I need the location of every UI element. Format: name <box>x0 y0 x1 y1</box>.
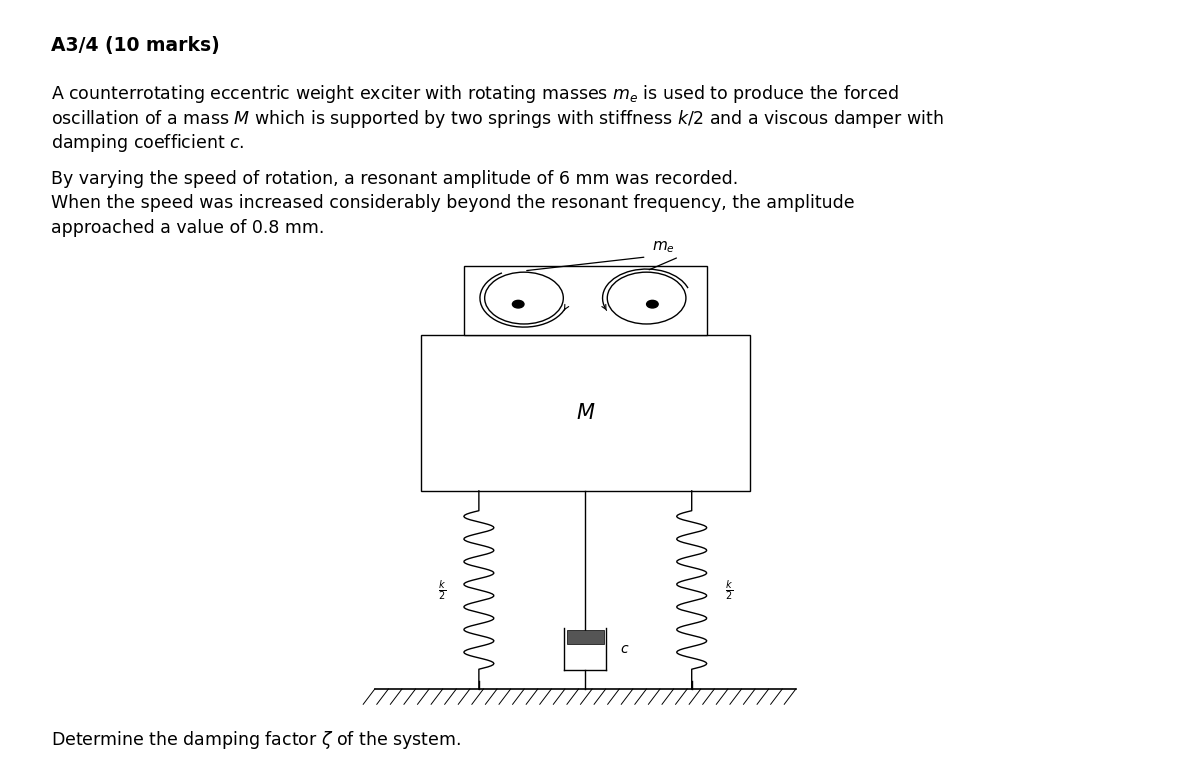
Text: By varying the speed of rotation, a resonant amplitude of 6 mm was recorded.: By varying the speed of rotation, a reso… <box>51 170 738 188</box>
Text: $c$: $c$ <box>621 642 630 656</box>
Text: When the speed was increased considerably beyond the resonant frequency, the amp: When the speed was increased considerabl… <box>51 195 855 213</box>
Text: $m_e$: $m_e$ <box>652 239 675 255</box>
Bar <box>421 334 749 491</box>
Text: $\frac{k}{2}$: $\frac{k}{2}$ <box>437 578 446 601</box>
Circle shape <box>513 300 524 308</box>
Text: $\frac{k}{2}$: $\frac{k}{2}$ <box>725 578 733 601</box>
Text: A3/4 (10 marks): A3/4 (10 marks) <box>51 36 220 55</box>
Circle shape <box>647 300 658 308</box>
Text: $M$: $M$ <box>576 403 595 423</box>
Bar <box>463 266 707 334</box>
Text: A counterrotating eccentric weight exciter with rotating masses $m_e$ is used to: A counterrotating eccentric weight excit… <box>51 83 898 106</box>
Bar <box>567 630 604 644</box>
Circle shape <box>608 272 686 324</box>
Text: Determine the damping factor $\zeta$ of the system.: Determine the damping factor $\zeta$ of … <box>51 729 461 751</box>
Text: approached a value of 0.8 mm.: approached a value of 0.8 mm. <box>51 219 324 237</box>
Text: damping coefficient $c$.: damping coefficient $c$. <box>51 132 245 154</box>
Bar <box>567 644 604 669</box>
Circle shape <box>485 272 564 324</box>
Text: oscillation of a mass $M$ which is supported by two springs with stiffness $k/2$: oscillation of a mass $M$ which is suppo… <box>51 108 943 130</box>
